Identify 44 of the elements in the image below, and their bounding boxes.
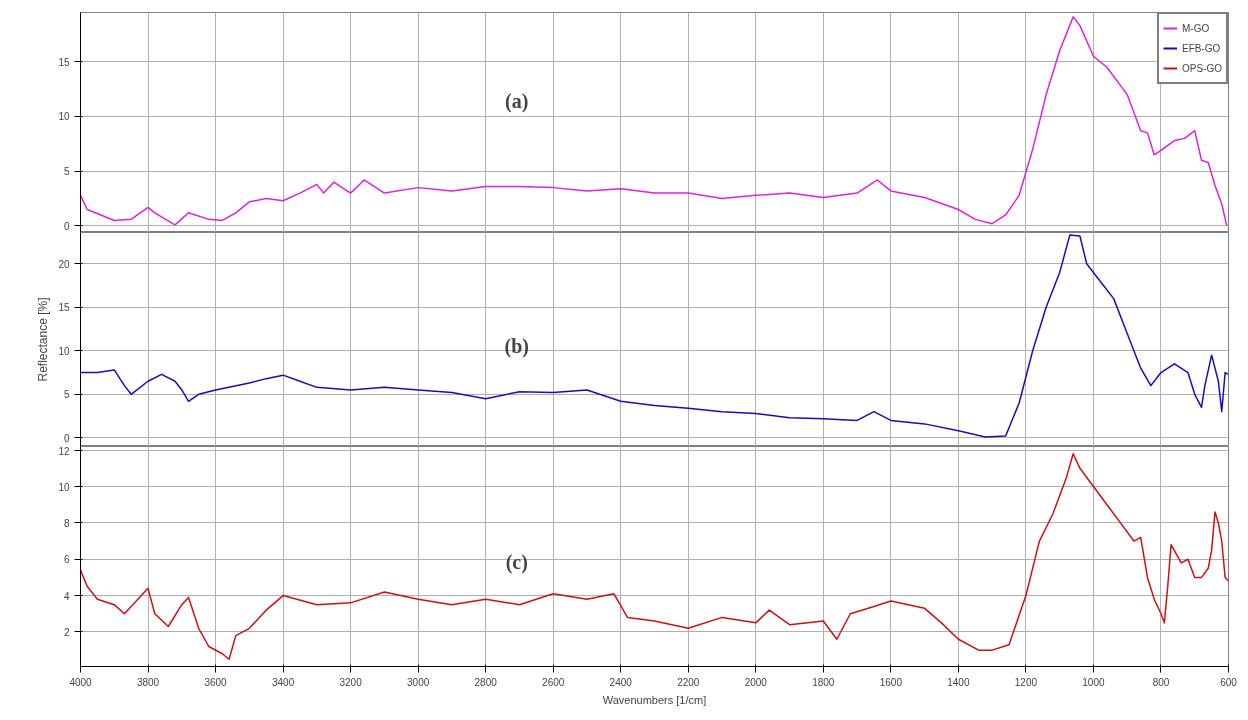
annotation: (c) (505, 551, 528, 575)
x-tick-label: 2600 (542, 676, 565, 688)
x-tick-label: 1000 (1082, 676, 1105, 688)
y-axis-title: Reflectance [%] (36, 297, 51, 382)
x-tick-label: 3000 (407, 676, 430, 688)
y-tick-label: 15 (58, 302, 70, 314)
line-series (80, 453, 1229, 660)
y-tick-label: 5 (63, 166, 70, 178)
annotation: (a) (505, 89, 529, 113)
x-tick-label: 1400 (947, 676, 970, 688)
line-series (80, 234, 1229, 438)
x-tick-label: 2400 (609, 676, 633, 688)
legend-label: OPS-GO (1181, 62, 1222, 74)
x-tick-label: 1600 (879, 676, 903, 688)
y-tick-label: 6 (63, 554, 70, 566)
y-tick-label: 10 (58, 345, 70, 357)
y-tick-label: 12 (58, 445, 70, 457)
x-tick-label: 2000 (744, 676, 768, 688)
x-tick-label: 2800 (474, 676, 498, 688)
x-tick-label: 3800 (136, 676, 160, 688)
y-tick-label: 0 (63, 432, 70, 444)
x-tick-label: 2200 (677, 676, 700, 688)
x-tick-label: 1800 (812, 676, 835, 688)
y-tick-label: 10 (58, 111, 70, 123)
y-tick-label: 4 (63, 590, 70, 602)
x-tick-label: 1200 (1014, 676, 1038, 688)
x-tick-label: 800 (1152, 676, 1170, 688)
y-tick-label: 15 (58, 56, 70, 68)
legend-label: EFB-GO (1181, 42, 1221, 54)
y-tick-label: 2 (63, 626, 70, 638)
y-tick-label: 0 (63, 220, 70, 232)
x-tick-label: 4000 (69, 676, 93, 688)
y-tick-label: 10 (58, 481, 70, 493)
x-tick-label: 3200 (339, 676, 363, 688)
legend-label: M-GO (1181, 22, 1210, 34)
y-tick-label: 8 (63, 517, 70, 529)
x-tick-label: 600 (1220, 676, 1238, 688)
line-series (80, 16, 1228, 227)
y-tick-label: 20 (58, 258, 70, 270)
annotation: (b) (504, 334, 529, 358)
x-axis-title: Wavenumbers [1/cm] (602, 693, 707, 706)
x-tick-label: 3400 (271, 676, 295, 688)
x-tick-label: 3600 (204, 676, 228, 688)
y-tick-label: 5 (63, 389, 70, 401)
